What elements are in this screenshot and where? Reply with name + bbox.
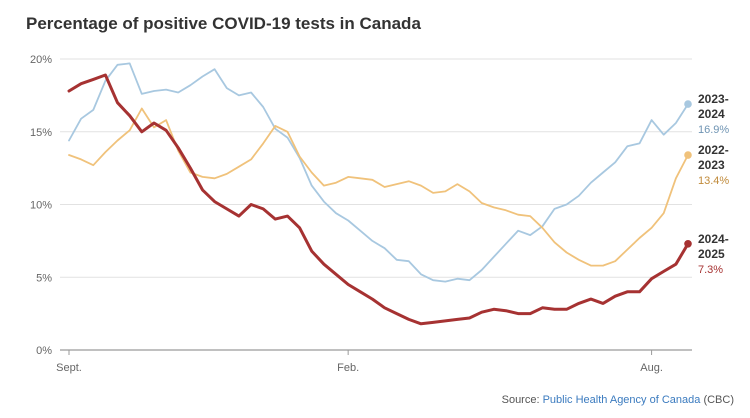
series-2023-2024 <box>68 62 692 283</box>
series-end-value: 7.3% <box>698 264 723 276</box>
y-tick-label: 10% <box>30 200 52 212</box>
y-tick-label: 20% <box>30 54 52 66</box>
series-label-year: 2024 <box>698 107 725 121</box>
series-2022-2023 <box>68 107 692 267</box>
y-tick-label: 0% <box>36 345 52 357</box>
y-tick-label: 15% <box>30 127 52 139</box>
series-2024-2025 <box>67 73 692 326</box>
series-label-2023-2024: 2023-2024 16.9% <box>698 92 729 136</box>
series-line <box>68 62 689 283</box>
series-line <box>68 107 689 267</box>
source-prefix: Source: <box>501 394 540 406</box>
series-label-2024-2025: 2024-2025 7.3% <box>698 232 729 276</box>
series-label-year: 2023- <box>698 92 729 106</box>
chart-title: Percentage of positive COVID-19 tests in… <box>26 14 421 33</box>
series-line <box>67 73 690 326</box>
x-tick-label: Sept. <box>56 362 82 374</box>
y-tick-label: 5% <box>36 272 52 284</box>
series-label-year: 2023 <box>698 158 725 172</box>
series-end-point <box>684 151 692 159</box>
series-labels: 2023-2024 16.9% 2022-2023 13.4% 2024-2025 7.3… <box>698 92 729 276</box>
series-end-point <box>684 100 692 108</box>
source-link[interactable]: Public Health Agency of Canada <box>542 394 701 406</box>
series-label-year: 2022- <box>698 143 729 157</box>
series-end-point <box>684 239 692 248</box>
series-end-value: 13.4% <box>698 175 729 187</box>
series-end-value: 16.9% <box>698 124 729 136</box>
axes: 0% 5% 10% 15% 20% Sept. Feb. Aug. <box>30 54 692 374</box>
series-lines <box>67 62 692 326</box>
x-tick-label: Feb. <box>337 362 359 374</box>
source-note: Source: Public Health Agency of Canada (… <box>502 394 734 406</box>
series-label-year: 2025 <box>698 247 725 261</box>
source-suffix: (CBC) <box>703 394 734 406</box>
series-label-2022-2023: 2022-2023 13.4% <box>698 143 729 187</box>
series-label-year: 2024- <box>698 232 729 246</box>
x-tick-label: Aug. <box>640 362 663 374</box>
